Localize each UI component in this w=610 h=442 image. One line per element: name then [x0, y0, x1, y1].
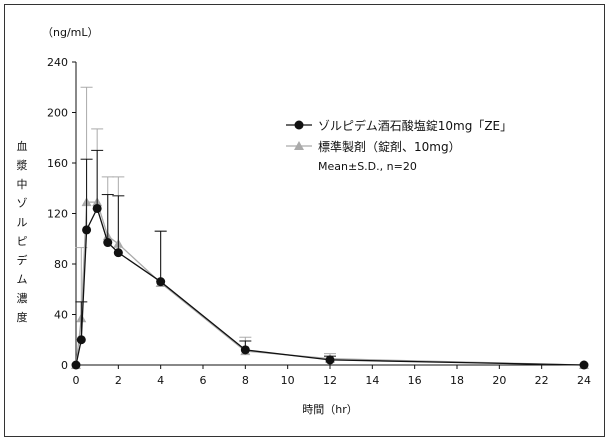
y-tick-label: 120: [47, 208, 68, 221]
x-tick-label: 16: [408, 374, 422, 387]
x-tick-label: 6: [200, 374, 207, 387]
data-point: [82, 225, 92, 235]
series-test: [71, 149, 589, 370]
y-ticks: 0 40 80 120 160 200 240: [47, 56, 76, 372]
y-axis-title-char: 濃: [17, 291, 28, 305]
data-point: [113, 248, 123, 258]
data-point: [240, 345, 250, 355]
x-tick-label: 18: [450, 374, 464, 387]
y-axis-title-char: 度: [17, 310, 28, 324]
series-line: [75, 206, 585, 366]
y-tick-label: 160: [47, 157, 68, 170]
y-unit-label: （ng/mL）: [42, 26, 99, 39]
y-tick-label: 240: [47, 56, 68, 69]
x-ticks: 0 2 4 6 8 10 12 14 16 18 20 22 24: [73, 365, 591, 387]
y-tick-label: 0: [61, 359, 68, 372]
legend-label-test: ゾルピデム酒石酸塩錠10mg「ZE」: [318, 118, 512, 133]
x-tick-label: 12: [323, 374, 337, 387]
x-tick-label: 4: [157, 374, 164, 387]
y-axis-title-char: ゾ: [17, 197, 28, 210]
data-point: [71, 360, 81, 370]
data-point: [156, 277, 166, 287]
data-point: [103, 238, 113, 248]
data-point: [325, 355, 335, 365]
x-tick-label: 10: [281, 374, 295, 387]
x-tick-label: 14: [365, 374, 379, 387]
x-tick-label: 2: [115, 374, 122, 387]
data-point: [76, 335, 86, 345]
y-axis-title-char: 漿: [17, 158, 28, 172]
x-axis-title: 時間（hr）: [302, 403, 358, 416]
y-axis-title-char: 中: [17, 178, 28, 191]
x-tick-label: 20: [492, 374, 506, 387]
y-axis-title-char: ル: [17, 216, 28, 229]
y-tick-label: 80: [54, 258, 68, 271]
legend: ゾルピデム酒石酸塩錠10mg「ZE」 標準製剤（錠剤、10mg） Mean±S.…: [286, 118, 512, 173]
legend-annotation: Mean±S.D., n=20: [318, 160, 417, 173]
y-axis-title-char: 血: [17, 139, 28, 153]
legend-marker-reference: [294, 141, 304, 150]
y-axis-title-char: ピ: [17, 235, 28, 248]
x-tick-label: 0: [73, 374, 80, 387]
legend-marker-test: [294, 120, 304, 130]
y-axis-title-char: デ: [17, 253, 28, 267]
legend-label-reference: 標準製剤（錠剤、10mg）: [318, 139, 461, 154]
data-point: [579, 360, 589, 370]
y-axis-title-char: ム: [17, 273, 28, 286]
axes: [75, 62, 584, 366]
data-point: [92, 203, 102, 213]
y-tick-label: 40: [54, 309, 68, 322]
x-tick-label: 24: [577, 374, 591, 387]
x-tick-label: 22: [535, 374, 549, 387]
y-tick-label: 200: [47, 107, 68, 120]
series-line: [75, 201, 585, 366]
x-tick-label: 8: [242, 374, 249, 387]
series-layer: [71, 86, 589, 370]
